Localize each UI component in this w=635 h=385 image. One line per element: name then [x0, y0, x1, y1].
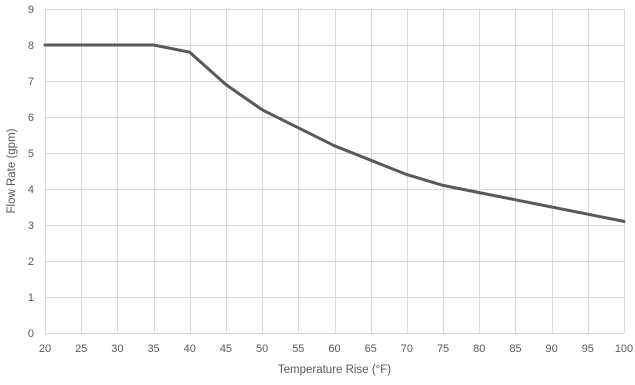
- x-tick-label-75: 75: [437, 343, 449, 355]
- x-tick-label-65: 65: [365, 343, 377, 355]
- x-tick-label-90: 90: [546, 343, 558, 355]
- y-tick-label-4: 4: [28, 184, 34, 196]
- series-line-0: [43, 43, 626, 223]
- y-tick-label-9: 9: [28, 4, 34, 16]
- x-axis-tick-labels: 20 25 30 35 40 45 50 55 60 65 70 75 80 85 90 95 100: [39, 343, 633, 355]
- y-tick-label-3: 3: [28, 220, 34, 232]
- x-tick-label-30: 30: [111, 343, 123, 355]
- x-tick-label-20: 20: [39, 343, 51, 355]
- x-tick-label-50: 50: [256, 343, 268, 355]
- x-tick-label-25: 25: [75, 343, 87, 355]
- x-tick-label-45: 45: [220, 343, 232, 355]
- y-axis-title: Flow Rate (gpm): [6, 128, 18, 213]
- y-tick-label-1: 1: [28, 292, 34, 304]
- x-tick-label-35: 35: [147, 343, 159, 355]
- x-tick-label-95: 95: [582, 343, 594, 355]
- x-tick-label-60: 60: [328, 343, 340, 355]
- vertical-gridlines: [45, 9, 625, 333]
- y-tick-label-0: 0: [28, 328, 34, 340]
- y-axis-tick-labels: 0 1 2 3 4 5 6 7 8 9: [28, 4, 34, 340]
- y-tick-label-8: 8: [28, 40, 34, 52]
- y-tick-label-5: 5: [28, 148, 34, 160]
- y-tick-label-2: 2: [28, 256, 34, 268]
- series-layer: [43, 43, 626, 223]
- x-tick-label-80: 80: [473, 343, 485, 355]
- x-tick-label-70: 70: [401, 343, 413, 355]
- horizontal-gridlines: [45, 9, 624, 334]
- y-tick-label-6: 6: [28, 112, 34, 124]
- y-tick-label-7: 7: [28, 76, 34, 88]
- x-tick-label-100: 100: [615, 343, 633, 355]
- x-tick-label-40: 40: [184, 343, 196, 355]
- x-axis-title: Temperature Rise (°F): [278, 364, 391, 376]
- x-tick-label-85: 85: [509, 343, 521, 355]
- x-tick-label-55: 55: [292, 343, 304, 355]
